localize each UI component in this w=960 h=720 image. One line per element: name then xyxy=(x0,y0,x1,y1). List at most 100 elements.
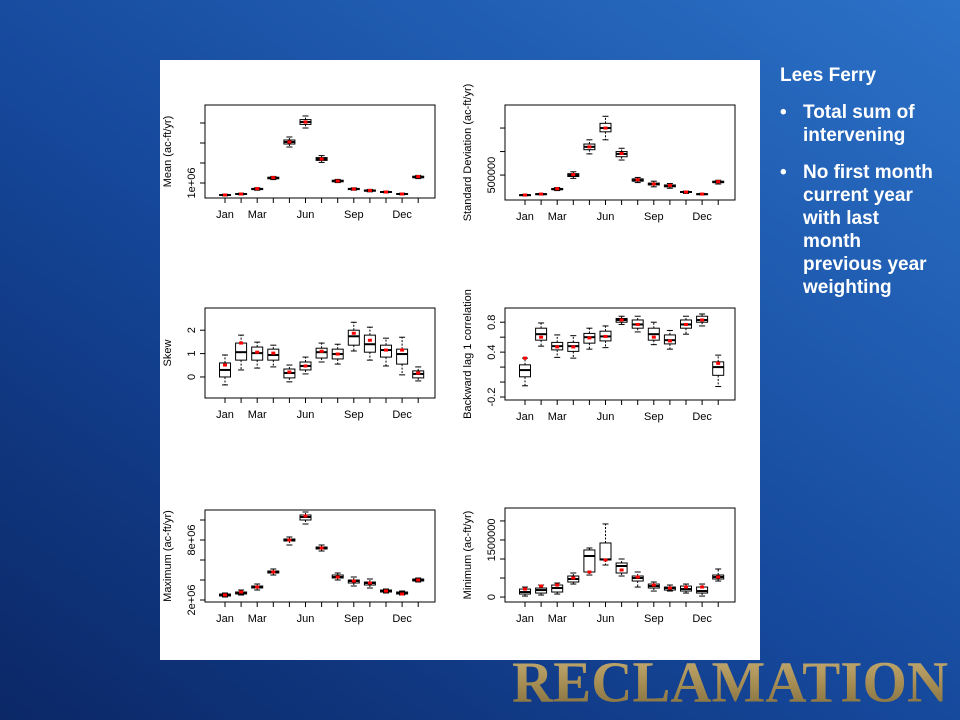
observed xyxy=(684,322,688,326)
observed xyxy=(239,341,244,345)
observed xyxy=(239,590,244,594)
observed xyxy=(667,586,672,590)
observed xyxy=(351,579,356,583)
observed xyxy=(700,318,705,322)
observed xyxy=(684,190,688,194)
bullet: No first month current year with last mo… xyxy=(780,161,940,299)
observed xyxy=(223,363,227,367)
observed xyxy=(571,173,576,177)
x-tick-label: Sep xyxy=(344,613,364,625)
observed xyxy=(523,587,527,591)
observed xyxy=(700,192,705,196)
observed xyxy=(539,584,544,588)
x-tick-label: Sep xyxy=(344,409,364,421)
box xyxy=(583,549,596,573)
observed xyxy=(319,546,324,550)
observed xyxy=(400,348,405,352)
observed xyxy=(367,338,372,342)
x-tick-label: Jun xyxy=(297,409,315,421)
observed xyxy=(384,190,388,194)
x-tick-label: Dec xyxy=(392,209,412,221)
observed xyxy=(603,126,608,130)
x-tick-label: Jan xyxy=(516,411,534,423)
y-axis-label: Skew xyxy=(162,339,174,366)
x-tick-label: Jan xyxy=(216,409,234,421)
y-axis-label: Standard Deviation (ac-ft/yr) xyxy=(462,84,474,222)
observed xyxy=(351,331,356,335)
observed xyxy=(384,589,388,593)
box xyxy=(615,562,628,574)
x-tick-label: Mar xyxy=(548,211,567,223)
x-tick-label: Mar xyxy=(548,411,567,423)
observed xyxy=(651,182,656,186)
observed xyxy=(416,578,421,582)
observed xyxy=(555,583,560,587)
x-tick-label: Jan xyxy=(216,613,234,625)
observed xyxy=(619,318,624,322)
y-tick-label: 2e+06 xyxy=(186,585,198,616)
x-tick-label: Jun xyxy=(597,411,615,423)
x-tick-label: Jun xyxy=(597,613,615,625)
x-tick-label: Mar xyxy=(248,209,267,221)
observed xyxy=(287,370,292,374)
y-tick-label: 1e+06 xyxy=(186,168,198,199)
y-tick-label: -0.2 xyxy=(486,388,498,407)
x-tick-label: Jun xyxy=(597,211,615,223)
observed xyxy=(716,361,721,365)
x-tick-label: Sep xyxy=(644,613,664,625)
y-tick-label: 0 xyxy=(186,374,198,380)
observed xyxy=(416,175,421,179)
observed xyxy=(303,120,308,124)
observed xyxy=(271,176,276,180)
x-tick-label: Sep xyxy=(344,209,364,221)
y-tick-label: 0.8 xyxy=(486,315,498,330)
x-tick-label: Jan xyxy=(216,209,234,221)
y-axis-label: Mean (ac-ft/yr) xyxy=(162,116,174,188)
observed xyxy=(303,514,308,518)
observed xyxy=(255,350,260,354)
observed xyxy=(523,356,527,360)
x-tick-label: Sep xyxy=(644,211,664,223)
observed xyxy=(400,192,405,196)
observed xyxy=(384,348,388,352)
x-tick-label: Mar xyxy=(248,409,267,421)
x-tick-label: Dec xyxy=(692,613,712,625)
observed xyxy=(603,334,608,338)
x-tick-label: Jan xyxy=(516,613,534,625)
box xyxy=(599,542,612,561)
observed xyxy=(635,575,640,579)
y-tick-label: 1500000 xyxy=(486,519,498,562)
observed xyxy=(539,335,544,339)
observed xyxy=(684,585,688,589)
observed xyxy=(700,585,705,589)
x-tick-label: Jun xyxy=(297,613,315,625)
observed xyxy=(319,157,324,161)
y-axis-label: Maximum (ac-ft/yr) xyxy=(162,510,174,602)
y-tick-label: 0 xyxy=(486,594,498,600)
y-tick-label: 500000 xyxy=(486,157,498,194)
observed xyxy=(523,193,527,197)
plot-frame xyxy=(504,507,736,603)
observed xyxy=(651,335,656,339)
x-tick-label: Jun xyxy=(297,209,315,221)
observed xyxy=(335,352,340,356)
x-tick-label: Dec xyxy=(392,409,412,421)
plot-frame xyxy=(204,104,436,199)
box xyxy=(347,329,360,346)
observed xyxy=(400,592,405,596)
x-tick-label: Jan xyxy=(516,211,534,223)
y-tick-label: 0.4 xyxy=(486,344,498,359)
observed xyxy=(223,593,227,597)
observed xyxy=(319,349,324,353)
observed xyxy=(587,570,592,574)
observed xyxy=(571,345,576,349)
plot-frame xyxy=(504,307,736,401)
observed xyxy=(287,538,292,542)
observed xyxy=(635,178,640,182)
x-tick-label: Dec xyxy=(392,613,412,625)
observed xyxy=(255,187,260,191)
observed xyxy=(367,188,372,192)
observed xyxy=(571,576,576,580)
observed xyxy=(271,570,276,574)
y-tick-label: 8e+06 xyxy=(186,525,198,556)
